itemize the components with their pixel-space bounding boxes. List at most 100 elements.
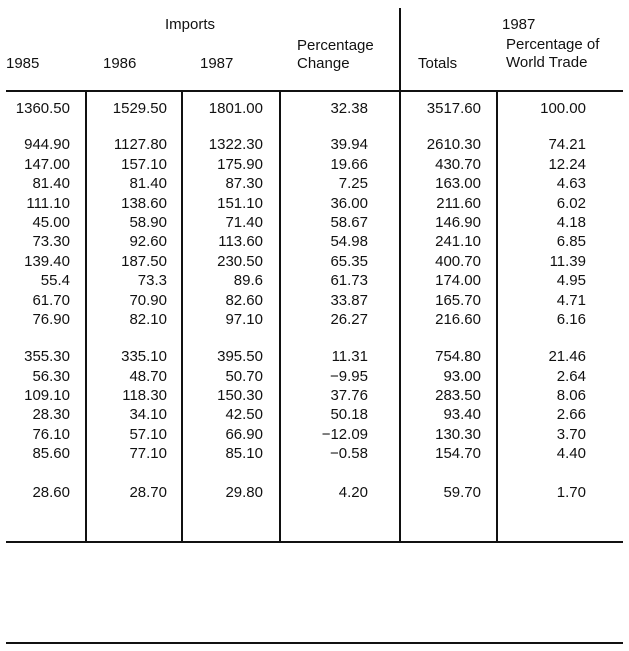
group-spacer: [520, 329, 586, 347]
percentage-change-header-line2: Change: [297, 55, 350, 72]
table-cell: 48.70: [129, 367, 167, 385]
table-cell: 146.90: [435, 213, 481, 231]
table-cell: 157.10: [121, 155, 167, 173]
table-cell: 73.30: [32, 233, 70, 251]
table-cell: 355.30: [24, 348, 70, 366]
column-1986: 1529.50 1127.80 157.10 81.40 138.60 58.90 92.6…: [96, 99, 167, 502]
table-bottom-rule: [6, 541, 623, 543]
table-cell: 50.70: [225, 367, 263, 385]
table-cell: 61.73: [330, 272, 368, 290]
table-cell: 4.71: [556, 291, 586, 309]
column-divider-totals-world: [496, 91, 498, 543]
table-cell: 74.21: [548, 136, 586, 154]
table-cell: 34.10: [129, 406, 167, 424]
group-spacer: [300, 329, 368, 347]
table-cell: 4.63: [556, 175, 586, 193]
table-cell: 1.70: [556, 483, 586, 501]
table-cell: 154.70: [435, 445, 481, 463]
group-spacer: [4, 118, 70, 135]
table-cell: 19.66: [330, 155, 368, 173]
group-spacer: [96, 329, 167, 347]
table-cell: 7.25: [338, 175, 368, 193]
table-cell: 139.40: [24, 252, 70, 270]
table-cell: 1360.50: [15, 100, 70, 117]
group-spacer: [96, 118, 167, 135]
world-trade-header-line1: Percentage of: [506, 36, 600, 53]
table-cell: 283.50: [435, 387, 481, 405]
table-cell: 2610.30: [426, 136, 481, 154]
totals-header: Totals: [418, 55, 458, 72]
table-cell: −9.95: [330, 367, 368, 385]
table-cell: 147.00: [24, 155, 70, 173]
table-cell: 36.00: [330, 194, 368, 212]
table-cell: 230.50: [217, 252, 263, 270]
table-cell: 89.6: [233, 272, 263, 290]
table-cell: 29.80: [225, 483, 263, 501]
table-cell: 400.70: [435, 252, 481, 270]
table-cell: 66.90: [225, 425, 263, 443]
table-cell: 56.30: [32, 367, 70, 385]
column-1987: 1801.00 1322.30 175.90 87.30 151.10 71.40 113.…: [193, 99, 263, 502]
table-cell: 2.64: [556, 367, 586, 385]
table-cell: 165.70: [435, 291, 481, 309]
table-cell: 211.60: [436, 194, 481, 212]
table-cell: 395.50: [217, 348, 263, 366]
table-cell: 8.06: [556, 387, 586, 405]
table-cell: 4.20: [338, 483, 368, 501]
table-cell: 71.40: [225, 213, 263, 231]
table-cell: 21.46: [548, 348, 586, 366]
table-cell: 93.00: [443, 367, 481, 385]
group-spacer: [300, 118, 368, 135]
table-cell: 87.30: [225, 175, 263, 193]
table-cell: 130.30: [435, 425, 481, 443]
table-cell: 1127.80: [113, 136, 167, 154]
table-cell: 335.10: [121, 348, 167, 366]
table-cell: 28.70: [129, 483, 167, 501]
table-cell: 33.87: [330, 291, 368, 309]
table-cell: 12.24: [548, 155, 586, 173]
table-cell: 1322.30: [208, 136, 263, 154]
group-spacer: [410, 464, 481, 483]
table-cell: 138.60: [121, 194, 167, 212]
group-spacer: [300, 464, 368, 483]
table-cell: −0.58: [330, 445, 368, 463]
table-cell: 6.16: [556, 310, 586, 328]
table-cell: 58.67: [330, 213, 368, 231]
percentage-change-header-line1: Percentage: [297, 37, 374, 54]
table-cell: 76.10: [32, 425, 70, 443]
column-totals: 3517.60 2610.30 430.70 163.00 211.60 146.90 24…: [410, 99, 481, 502]
table-cell: 39.94: [330, 136, 368, 154]
column-world-trade: 100.00 74.21 12.24 4.63 6.02 4.18 6.85 11.39 4.9…: [520, 99, 586, 502]
table-cell: 59.70: [443, 483, 481, 501]
table-cell: 77.10: [129, 445, 167, 463]
table-cell: 4.95: [556, 272, 586, 290]
table-cell: 2.66: [556, 406, 586, 424]
table-cell: 150.30: [217, 387, 263, 405]
table-cell: 163.00: [435, 175, 481, 193]
table-cell: 73.3: [137, 272, 167, 290]
column-divider-imports-totals: [399, 8, 401, 543]
table-cell: 4.18: [556, 213, 586, 231]
table-cell: 45.00: [32, 213, 70, 231]
page-bottom-rule: [6, 642, 623, 644]
year-1987-header: 1987: [200, 55, 234, 72]
table-cell: 42.50: [225, 406, 263, 424]
group-spacer: [193, 329, 263, 347]
table-cell: 54.98: [330, 233, 368, 251]
table-cell: 37.76: [330, 387, 368, 405]
table-cell: 85.10: [225, 445, 263, 463]
group-spacer: [410, 118, 481, 135]
table-cell: 113.60: [218, 233, 263, 251]
column-divider-1986-1987: [181, 91, 183, 543]
table-cell: −12.09: [321, 425, 368, 443]
table-cell: 81.40: [32, 175, 70, 193]
column-divider-1985-1986: [85, 91, 87, 543]
table-cell: 6.02: [556, 194, 586, 212]
header-rule: [6, 90, 623, 92]
column-percentage-change: 32.38 39.94 19.66 7.25 36.00 58.67 54.98 65.35 6…: [300, 99, 368, 502]
table-cell: 216.60: [435, 310, 481, 328]
table-cell: 100.00: [540, 100, 586, 117]
table-cell: 944.90: [24, 136, 70, 154]
table-cell: 174.00: [435, 272, 481, 290]
group-spacer: [193, 464, 263, 483]
